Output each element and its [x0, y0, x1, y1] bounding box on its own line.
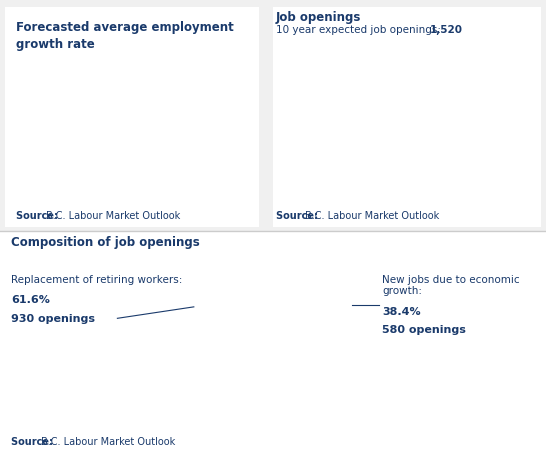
Text: 10 year expected job openings:: 10 year expected job openings:	[276, 25, 444, 35]
Wedge shape	[224, 270, 346, 417]
Text: +160: +160	[477, 82, 508, 93]
Text: +1.6%: +1.6%	[167, 82, 205, 92]
Text: 38.4%: 38.4%	[382, 307, 421, 317]
Text: New jobs due to economic
growth:: New jobs due to economic growth:	[382, 275, 520, 296]
Text: B.C. Labour Market Outlook: B.C. Labour Market Outlook	[41, 436, 175, 447]
Text: Source:: Source:	[11, 436, 56, 447]
Text: Source:: Source:	[276, 211, 321, 221]
Text: B.C. Labour Market Outlook: B.C. Labour Market Outlook	[305, 211, 439, 221]
Text: +180: +180	[322, 69, 353, 79]
Text: Source:: Source:	[16, 211, 62, 221]
Text: Forecasted average employment
growth rate: Forecasted average employment growth rat…	[16, 21, 234, 51]
Text: B.C. Labour Market Outlook: B.C. Labour Market Outlook	[46, 211, 181, 221]
Text: 61.6%: 61.6%	[11, 295, 50, 305]
Text: Replacement of retiring workers:: Replacement of retiring workers:	[11, 275, 182, 285]
Text: +1.3%: +1.3%	[57, 103, 96, 113]
Text: 1,520: 1,520	[430, 25, 463, 35]
Text: 580 openings: 580 openings	[382, 325, 466, 335]
Bar	[321, 81, 354, 206]
Bar	[163, 95, 209, 206]
Text: Composition of job openings: Composition of job openings	[11, 236, 200, 249]
Wedge shape	[200, 270, 273, 398]
Bar	[54, 115, 99, 206]
Bar	[476, 95, 509, 206]
Text: +140: +140	[400, 97, 430, 106]
Bar	[399, 109, 431, 206]
Text: 930 openings: 930 openings	[11, 314, 95, 324]
Text: Job openings: Job openings	[276, 11, 361, 24]
